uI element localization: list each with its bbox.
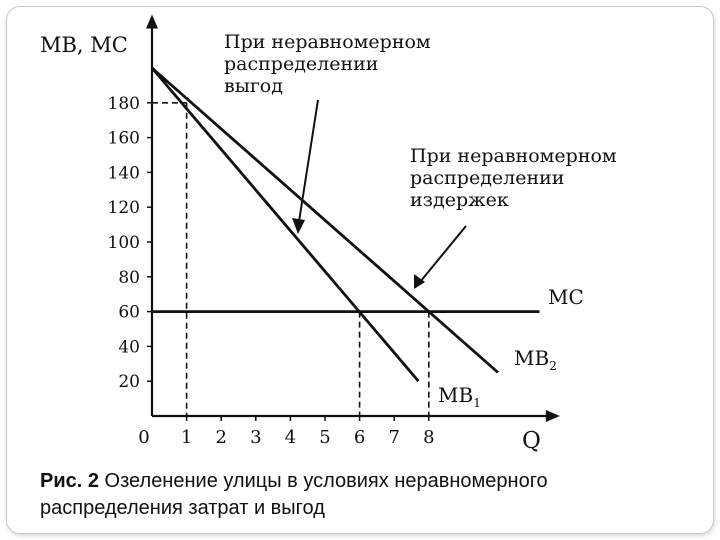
y-axis-label: MB, MC — [40, 33, 128, 57]
y-tick-label: 120 — [108, 198, 140, 218]
caption-text: Озеленение улицы в условиях неравномерно… — [40, 470, 548, 519]
annotation-text-line: издержек — [410, 189, 509, 211]
y-tick-label: 100 — [108, 233, 140, 253]
series-label-mb2: MB2 — [514, 346, 557, 373]
caption-label: Рис. 2 — [40, 470, 99, 492]
series-label-main: MC — [548, 285, 584, 309]
x-tick-label: 0 — [138, 427, 149, 448]
annotation-arrowhead — [292, 218, 305, 234]
x-tick-label: 8 — [423, 427, 434, 448]
y-tick-label: 160 — [108, 129, 140, 149]
y-tick-label: 140 — [108, 163, 140, 183]
series-line-mb2 — [151, 66, 499, 374]
series-line-mb1 — [150, 67, 420, 383]
annotation-arrow — [419, 225, 467, 283]
annotation-text-line: При неравномерном — [224, 31, 431, 53]
x-tick-label: 3 — [250, 427, 261, 448]
slide-frame — [6, 6, 714, 534]
y-axis-arrow — [146, 14, 158, 29]
y-tick-label: 180 — [108, 94, 140, 114]
x-tick-label: 6 — [354, 427, 365, 448]
chart: MB, MC Q 20 40 60 80 100 120 140 160 180 0 1 2 3 4 5 6 7 8… — [40, 14, 617, 454]
annotation-text-line: распределении — [410, 167, 564, 189]
series-label-mc: MC — [548, 285, 584, 309]
series-label-subscript: 2 — [549, 359, 557, 373]
figure-caption: Рис. 2 Озеленение улицы в условиях нерав… — [40, 468, 680, 522]
series-label-main: MB — [514, 346, 549, 370]
y-tick-label: 80 — [118, 268, 140, 288]
series-label-mb1: MB1 — [438, 383, 481, 410]
x-tick-label: 5 — [319, 427, 330, 448]
annotation-arrow — [297, 99, 319, 229]
y-tick-label: 60 — [118, 303, 140, 323]
annotation-arrowhead — [414, 274, 425, 289]
annotation-text-line: распределении — [224, 53, 378, 75]
x-axis-label: Q — [522, 428, 541, 454]
x-axis-arrow — [545, 410, 560, 422]
x-tick-label: 7 — [388, 427, 399, 448]
series-label-main: MB — [438, 383, 473, 407]
y-tick-label: 20 — [118, 372, 140, 392]
x-tick-label: 2 — [215, 427, 226, 448]
annotation-text-line: При неравномерном — [410, 145, 617, 167]
x-tick-label: 1 — [181, 427, 192, 448]
y-tick-label: 40 — [118, 337, 140, 357]
series-label-subscript: 1 — [473, 396, 481, 410]
annotation-text-line: выгод — [224, 75, 283, 97]
x-tick-label: 4 — [285, 427, 296, 448]
